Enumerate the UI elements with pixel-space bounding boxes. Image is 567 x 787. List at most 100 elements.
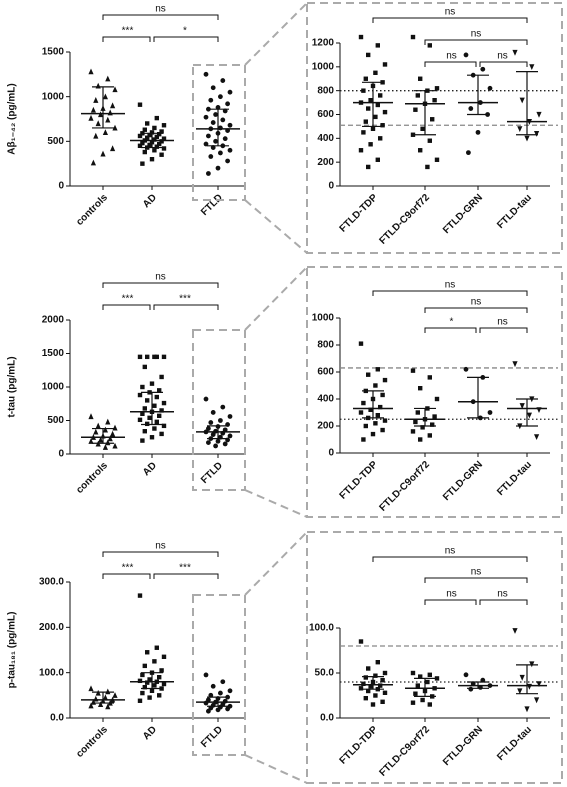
data-point <box>112 692 118 698</box>
significance-label: ns <box>471 567 482 578</box>
data-point <box>161 146 167 151</box>
data-point <box>227 89 233 95</box>
data-point <box>152 659 157 664</box>
x-tick-label: FTLD-C9orf72 <box>377 192 432 247</box>
x-tick-label: FTLD-tau <box>495 724 534 763</box>
connector <box>244 531 308 596</box>
data-point <box>536 111 542 118</box>
data-point <box>203 71 209 77</box>
significance-bracket <box>424 39 528 45</box>
data-point <box>368 142 373 147</box>
data-point <box>157 388 162 393</box>
data-point <box>227 147 233 153</box>
significance-label: ns <box>471 29 482 40</box>
data-point <box>112 86 118 93</box>
data-point <box>140 411 145 416</box>
data-point <box>152 683 157 688</box>
data-point <box>524 135 530 142</box>
data-point <box>358 148 364 153</box>
x-tick-label: FTLD-TDP <box>338 724 381 767</box>
data-point <box>463 52 469 58</box>
data-point <box>149 435 155 440</box>
data-point <box>373 70 378 75</box>
x-tick-label: FTLD-C9orf72 <box>377 459 432 514</box>
y-tick-label: 1000 <box>42 91 65 102</box>
data-point <box>105 703 111 710</box>
data-point <box>205 708 211 714</box>
x-tick-label: FTLD-C9orf72 <box>377 724 432 779</box>
data-point <box>95 689 101 696</box>
data-point <box>218 94 223 100</box>
significance-label: ns <box>155 4 166 15</box>
data-point <box>205 440 211 446</box>
y-tick-label: 800 <box>317 85 334 96</box>
data-point <box>380 427 385 433</box>
y-tick-label: 1000 <box>312 61 335 72</box>
data-point <box>210 432 216 437</box>
data-point <box>434 676 440 681</box>
data-point <box>410 700 416 705</box>
data-point <box>410 34 416 40</box>
data-point <box>88 438 94 444</box>
data-point <box>157 413 162 419</box>
significance-label: ns <box>446 51 457 62</box>
data-point <box>154 419 159 425</box>
connector <box>244 199 308 254</box>
data-point <box>366 372 371 377</box>
x-tick-label: FTLD-TDP <box>338 459 381 502</box>
data-point <box>95 120 101 127</box>
data-point <box>142 364 147 370</box>
x-tick-label: controls <box>74 724 110 760</box>
data-point <box>358 34 364 40</box>
data-point <box>88 702 94 709</box>
data-point <box>363 696 368 701</box>
data-point <box>432 98 437 103</box>
data-point <box>410 368 416 373</box>
data-point <box>512 49 518 56</box>
data-point <box>378 93 383 98</box>
data-point <box>142 149 147 155</box>
highlight-box <box>192 594 246 756</box>
data-point <box>427 672 432 677</box>
x-tick-label: FTLD <box>199 192 225 218</box>
data-point <box>432 414 437 419</box>
significance-bracket <box>102 573 151 579</box>
data-point <box>112 442 118 449</box>
data-point <box>382 62 388 67</box>
x-tick-label: FTLD <box>199 460 225 486</box>
significance-label: ns <box>471 297 482 308</box>
significance-label: ns <box>445 7 456 18</box>
data-point <box>380 392 385 398</box>
data-point <box>137 133 143 139</box>
significance-bracket <box>372 290 528 296</box>
data-point <box>98 701 104 707</box>
data-point <box>137 392 143 398</box>
data-point <box>480 677 486 683</box>
data-point <box>137 698 143 703</box>
data-point <box>415 93 420 98</box>
data-point <box>157 693 162 698</box>
data-point <box>418 674 423 679</box>
data-point <box>413 107 418 112</box>
data-point <box>361 437 366 442</box>
data-point <box>208 692 214 698</box>
data-point <box>373 383 378 388</box>
significance-label: *** <box>179 563 191 574</box>
detail-box <box>306 531 563 784</box>
data-point <box>363 76 368 81</box>
data-point <box>140 384 145 390</box>
data-point <box>147 415 152 421</box>
significance-label: ns <box>445 280 456 291</box>
data-point <box>375 102 380 108</box>
data-point <box>382 690 388 695</box>
data-point <box>142 663 147 669</box>
data-point <box>205 426 211 431</box>
data-point <box>110 145 116 152</box>
data-point <box>213 443 218 449</box>
significance-label: *** <box>122 294 134 305</box>
data-point <box>140 161 145 166</box>
data-point <box>110 102 116 109</box>
data-point <box>102 129 108 135</box>
data-point <box>210 120 216 125</box>
data-point <box>227 414 233 419</box>
